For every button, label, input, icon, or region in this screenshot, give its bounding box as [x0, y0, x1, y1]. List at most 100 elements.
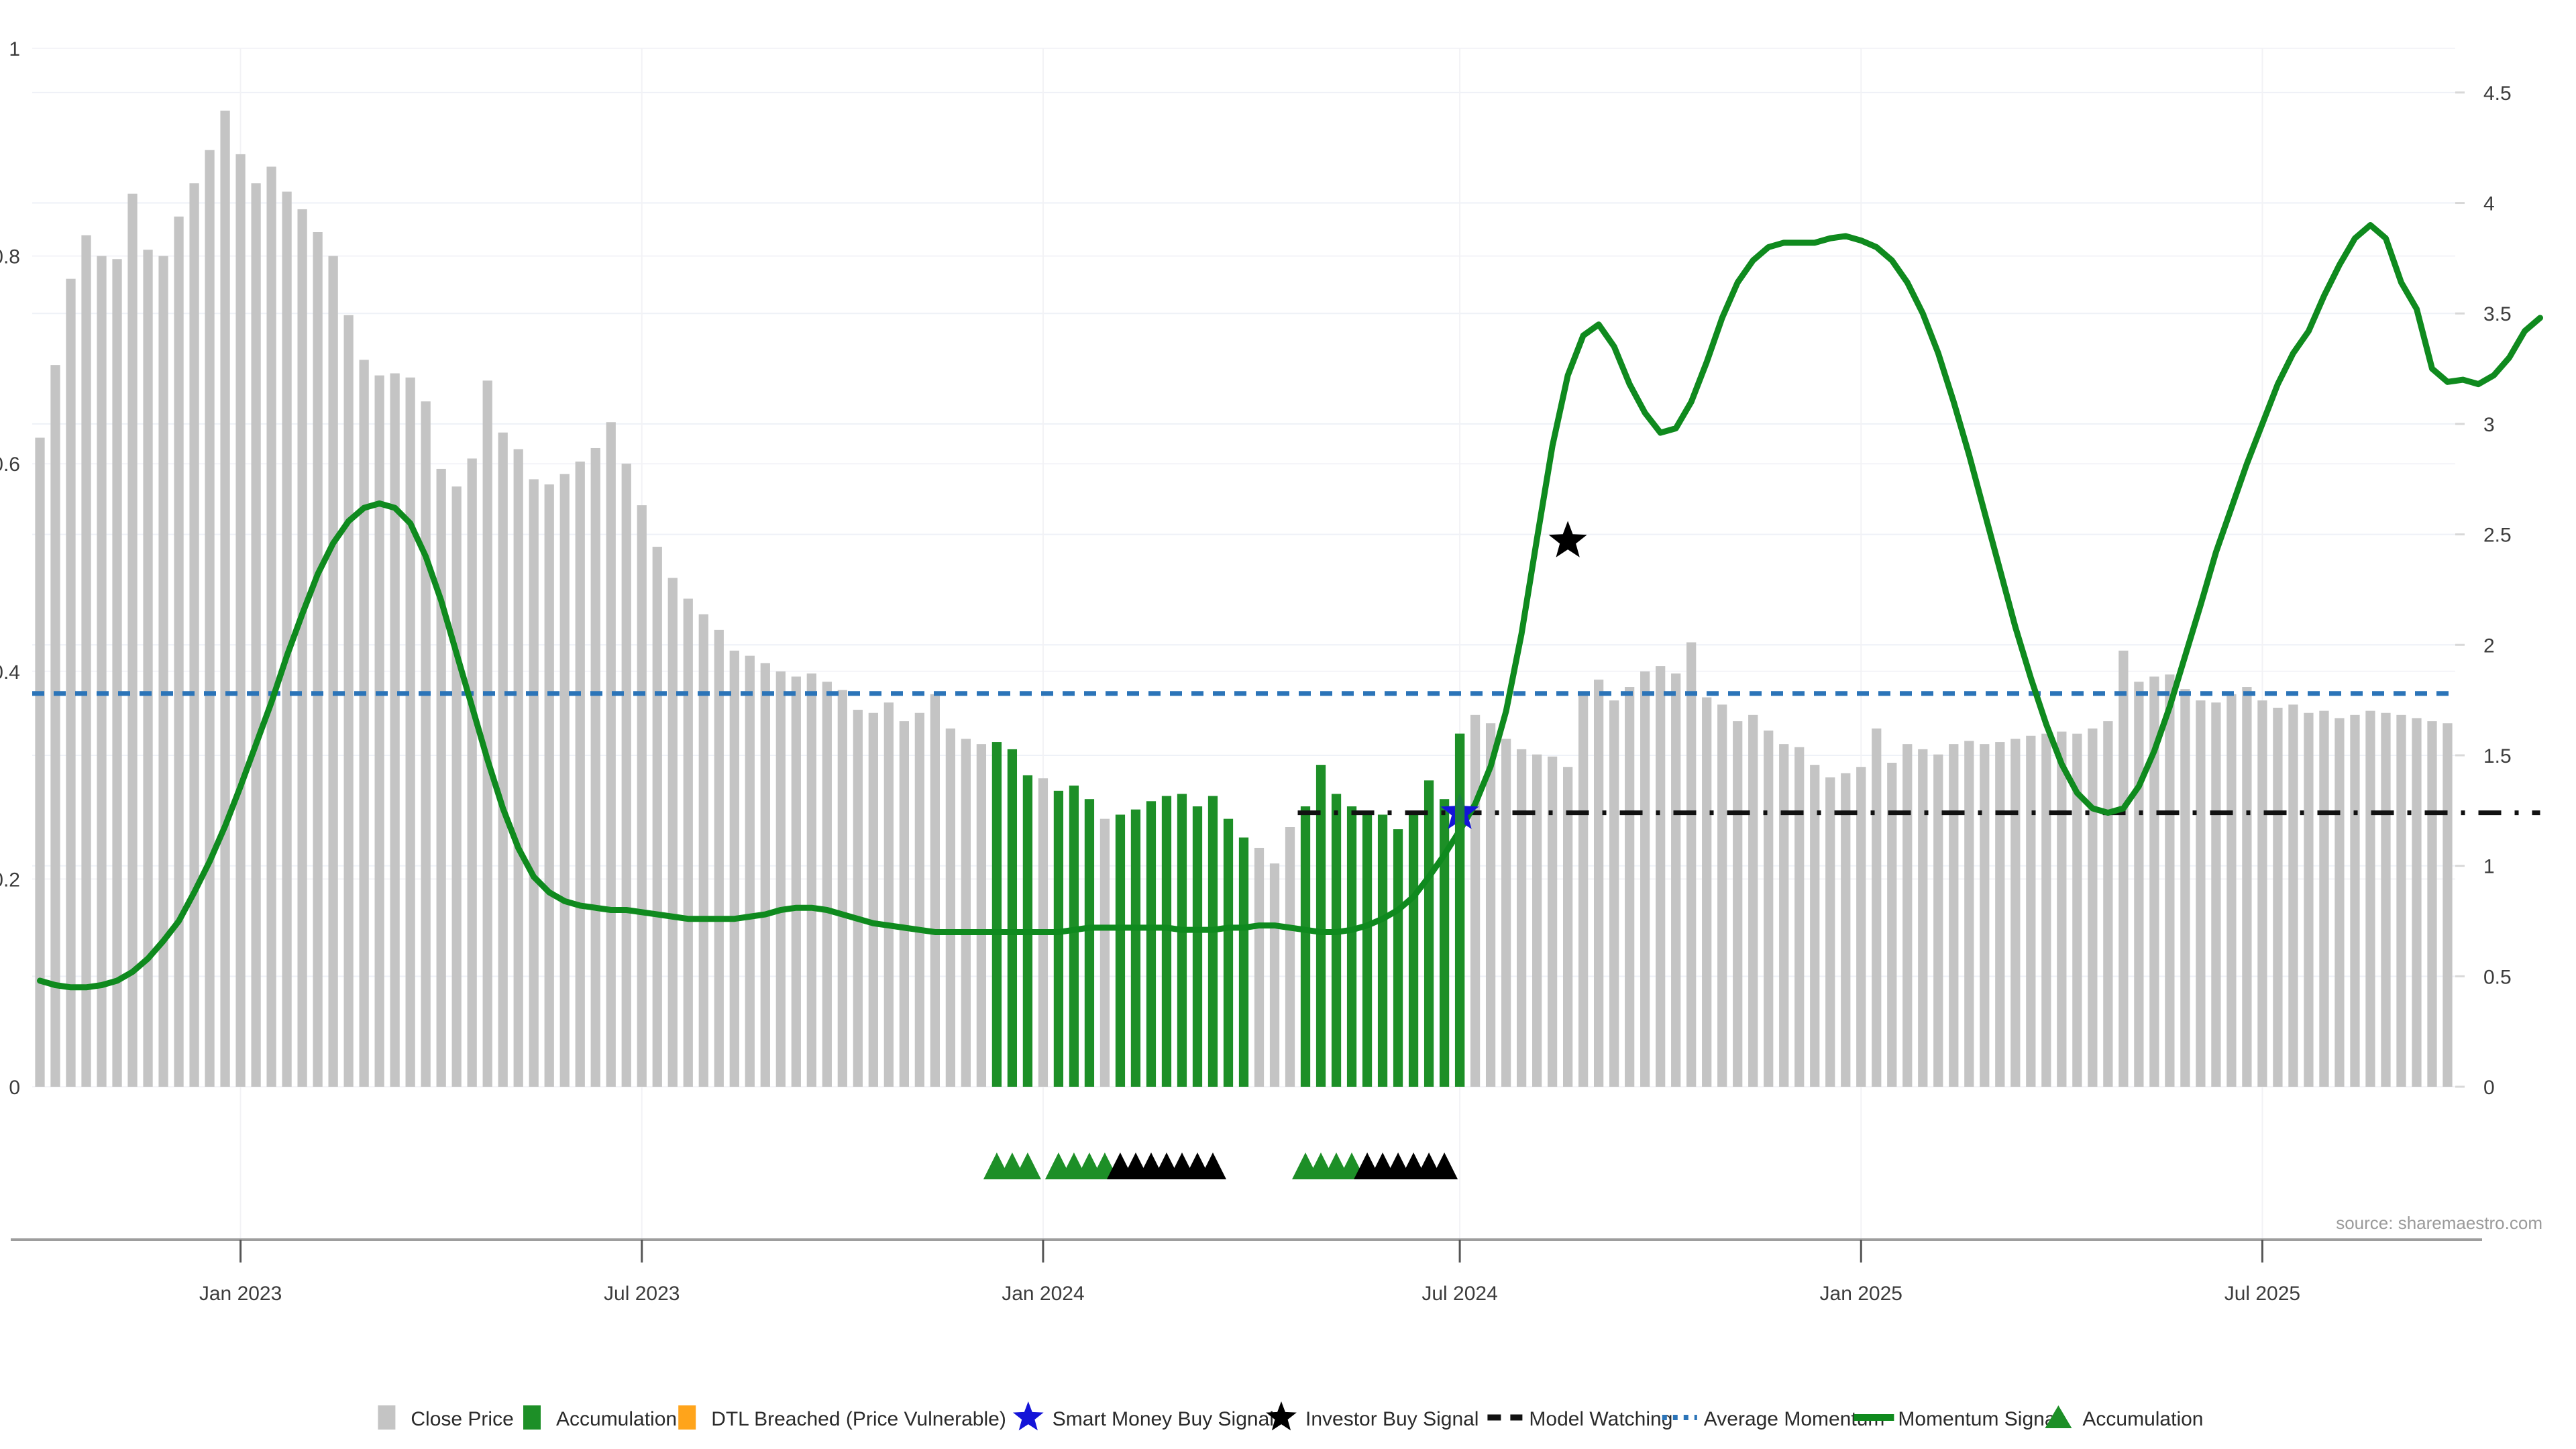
legend-item-label: Model Watching — [1529, 1408, 1672, 1430]
close-price-bar — [652, 547, 662, 1087]
close-price-bar — [1594, 680, 1604, 1087]
legend-item-label: DTL Breached (Price Vulnerable) — [711, 1408, 1006, 1430]
close-price-bar — [775, 671, 786, 1087]
close-price-bar — [50, 365, 60, 1087]
y-axis-left-tick-label: 0 — [9, 1077, 20, 1099]
close-price-bar — [143, 250, 153, 1087]
close-price-bar — [2211, 702, 2221, 1087]
close-price-bar — [899, 721, 909, 1087]
close-price-bar — [2088, 728, 2098, 1087]
accumulation-bar — [1346, 806, 1357, 1087]
close-price-bar — [1856, 767, 1866, 1087]
legend-accumulation-bar[interactable]: Accumulation — [523, 1405, 677, 1430]
legend-momentum-signal[interactable]: Momentum Signal — [1854, 1408, 2060, 1430]
accumulation-bar — [1424, 780, 1434, 1087]
close-price-bar — [1640, 671, 1650, 1087]
close-price-bar — [2134, 682, 2144, 1087]
close-price-bar — [606, 422, 616, 1087]
accumulation-triangle-marker — [1014, 1152, 1041, 1179]
legend-close-price[interactable]: Close Price — [378, 1405, 514, 1430]
close-price-bar — [2226, 694, 2237, 1087]
close-price-bar — [667, 578, 678, 1087]
momentum-signal-path — [37, 221, 2544, 991]
close-price-bar — [1764, 731, 1774, 1087]
close-price-bar — [2041, 733, 2051, 1087]
close-price-bar — [405, 377, 415, 1087]
close-price-bar — [590, 447, 600, 1087]
accumulation-bar — [1208, 796, 1218, 1087]
accumulation-bar — [1007, 749, 1018, 1087]
close-price-bar — [1501, 739, 1511, 1087]
y-axis-right-tick-label: 4 — [2483, 193, 2495, 215]
close-price-bar — [1995, 742, 2005, 1087]
close-price-bar — [297, 209, 307, 1087]
close-price-bar — [2443, 723, 2453, 1087]
legend-item-label: Momentum Signal — [1898, 1408, 2060, 1430]
x-axis-tick-label: Jul 2024 — [1421, 1283, 1497, 1305]
y-axis-right-tick-label: 2.5 — [2483, 525, 2512, 547]
legend-swatch-icon — [378, 1405, 396, 1430]
legend-average-momentum[interactable]: Average Momentum — [1662, 1408, 1885, 1430]
close-price-bar — [1485, 723, 1496, 1087]
legend-model-watching[interactable]: Model Watching — [1487, 1408, 1672, 1430]
close-price-bar — [2319, 710, 2329, 1087]
close-price-bar — [1964, 741, 1974, 1087]
close-price-bar — [853, 710, 863, 1087]
close-price-bar — [1733, 721, 1743, 1087]
close-price-bar — [174, 216, 184, 1087]
close-price-bar — [945, 728, 956, 1087]
accumulation-bar — [1408, 811, 1419, 1087]
y-axis-right-tick-label: 2 — [2483, 635, 2495, 657]
accumulation-bar — [1439, 799, 1450, 1087]
close-price-bar — [205, 150, 215, 1087]
investor-buy-signal-star — [1548, 521, 1587, 557]
close-price-bar — [1656, 666, 1666, 1087]
close-price-bar — [1686, 642, 1697, 1087]
close-price-bar — [1810, 765, 1820, 1087]
accumulation-bar — [991, 742, 1002, 1087]
close-price-bar — [2010, 739, 2021, 1087]
close-price-bar — [544, 484, 554, 1087]
close-price-bar — [729, 650, 739, 1087]
accumulation-bar — [1316, 765, 1326, 1087]
legend-smart-money-buy-signal[interactable]: Smart Money Buy Signal — [1012, 1401, 1274, 1431]
accumulation-markers-row — [983, 1152, 1458, 1179]
close-price-bar — [883, 702, 894, 1087]
x-axis-tick-label: Jan 2025 — [1820, 1283, 1902, 1305]
close-price-bar — [745, 655, 755, 1087]
close-price-bar — [2257, 700, 2267, 1087]
accumulation-bar — [1084, 799, 1095, 1087]
y-axis-left-tick-label: 0.2 — [0, 869, 20, 891]
close-price-bar — [158, 256, 168, 1087]
legend-star-icon — [1012, 1401, 1044, 1431]
accumulation-bar — [1393, 829, 1403, 1087]
close-price-bar — [806, 673, 816, 1087]
close-price-bar — [1841, 773, 1851, 1087]
close-price-bar — [220, 110, 230, 1087]
reference-lines-group — [32, 691, 2540, 816]
close-price-bar — [714, 629, 724, 1087]
close-price-bar — [1285, 827, 1295, 1087]
close-price-bar — [1794, 747, 1805, 1087]
legend-investor-buy-signal[interactable]: Investor Buy Signal — [1266, 1401, 1479, 1431]
x-axis-tick-label: Jul 2023 — [604, 1283, 680, 1305]
close-price-bar — [621, 464, 631, 1087]
legend-swatch-icon — [523, 1405, 541, 1430]
y-axis-right-tick-label: 4.5 — [2483, 83, 2512, 105]
y-axis-right-tick-label: 0 — [2483, 1077, 2495, 1099]
legend-accumulation-marker[interactable]: Accumulation — [2045, 1405, 2203, 1430]
accumulation-bar — [1238, 837, 1249, 1087]
close-price-bar — [1980, 744, 1990, 1087]
y-axis-left-tick-label: 1 — [9, 38, 20, 60]
accumulation-bar — [1192, 806, 1203, 1087]
y-axis-left-tick-label: 0.4 — [0, 661, 20, 684]
legend-dtl-breached[interactable]: DTL Breached (Price Vulnerable) — [678, 1405, 1006, 1430]
close-price-bar — [1702, 697, 1712, 1087]
close-price-bar — [2072, 733, 2082, 1087]
close-price-bar — [1516, 749, 1527, 1087]
accumulation-bar — [1177, 794, 1187, 1087]
close-price-bar — [374, 375, 384, 1087]
close-price-bar — [868, 712, 878, 1087]
close-price-bar — [2427, 721, 2437, 1087]
close-price-bar — [513, 449, 523, 1087]
